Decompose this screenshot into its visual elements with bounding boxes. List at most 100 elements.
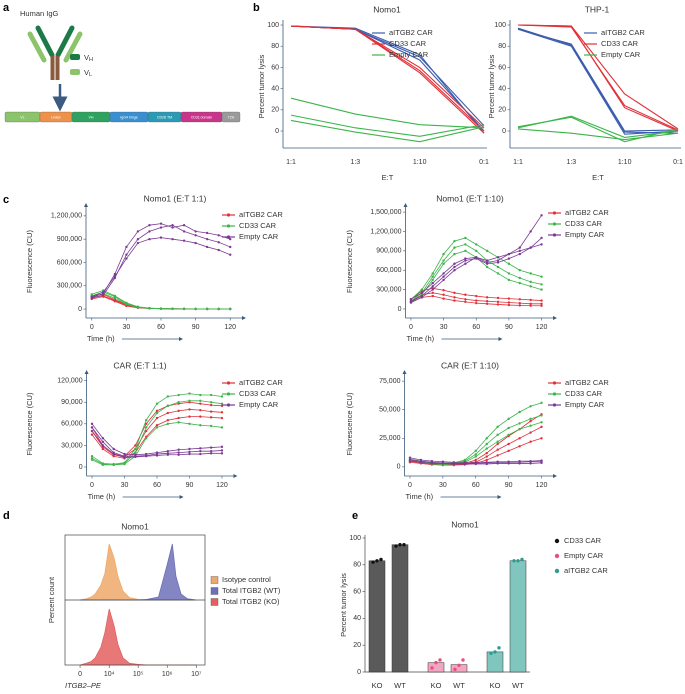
data-point	[199, 393, 202, 397]
data-point	[90, 455, 94, 458]
data-point	[148, 223, 151, 227]
data-point	[496, 272, 500, 275]
data-point	[474, 453, 477, 456]
x-tick-label: 90	[505, 482, 513, 489]
legend-marker	[552, 211, 557, 215]
x-tick-label: 0:1	[479, 159, 489, 166]
data-point	[220, 395, 224, 398]
data-point	[496, 265, 500, 269]
series-line	[410, 287, 542, 301]
data-point	[177, 421, 180, 424]
y-tick-label: 60	[353, 588, 361, 595]
data-point	[90, 426, 94, 429]
y-axis-title: Fluorescence (CU)	[25, 230, 34, 293]
data-point	[518, 269, 521, 272]
data-point	[166, 449, 170, 453]
data-point	[507, 303, 511, 307]
legend-swatch	[210, 587, 219, 595]
data-point	[507, 449, 510, 453]
y-tick-label: 80	[498, 43, 506, 50]
data-point	[420, 288, 424, 291]
y-tick-label: 0	[397, 464, 401, 471]
data-point	[229, 245, 232, 249]
data-point	[452, 462, 456, 466]
panel-label: c	[3, 194, 9, 206]
data-point	[188, 415, 191, 418]
legend-label: Empty CAR	[601, 50, 641, 59]
data-point	[112, 455, 115, 458]
data-point	[485, 249, 489, 253]
series-line	[290, 25, 485, 134]
y-tick-label: 80	[271, 43, 279, 50]
data-point	[474, 458, 477, 462]
replicate-dot	[371, 560, 375, 564]
data-point	[540, 421, 543, 424]
data-point	[431, 288, 434, 291]
data-point	[485, 265, 489, 269]
heavy-chain	[55, 25, 75, 58]
data-point	[90, 458, 94, 462]
data-point	[540, 236, 543, 240]
data-point	[123, 462, 126, 466]
data-point	[155, 416, 159, 420]
data-point	[485, 437, 488, 440]
data-point	[408, 459, 412, 463]
x-tick-label: 120	[224, 324, 236, 331]
data-point	[453, 252, 456, 256]
legend-marker	[554, 568, 560, 574]
data-point	[453, 299, 456, 302]
data-point	[144, 437, 148, 440]
data-point	[496, 462, 499, 465]
data-point	[101, 447, 105, 451]
legend-label: CD33 CAR	[564, 536, 602, 545]
data-point	[464, 259, 467, 262]
data-point	[431, 272, 434, 275]
data-point	[529, 280, 532, 284]
heavy-chain	[35, 25, 55, 58]
replicate-dot	[394, 544, 398, 548]
data-point	[177, 451, 180, 454]
x-axis-title: Time (h)	[87, 334, 115, 343]
data-point	[540, 414, 543, 417]
data-point	[171, 226, 174, 229]
data-point	[188, 452, 191, 456]
legend-swatch	[210, 576, 219, 584]
chart-title: Nomo1 (E:T 1:1)	[144, 193, 207, 203]
data-point	[496, 303, 500, 306]
data-point	[209, 401, 213, 404]
data-point	[155, 402, 159, 405]
data-point	[205, 231, 209, 235]
y-tick-label: 100	[494, 22, 506, 29]
data-point	[529, 417, 532, 421]
data-point	[496, 259, 500, 262]
y-tick-label: 30,000	[61, 442, 83, 449]
data-point	[408, 456, 412, 459]
data-point	[518, 445, 521, 448]
data-point	[496, 433, 499, 437]
data-point	[144, 422, 148, 426]
x-axis-title: E:T	[592, 173, 604, 182]
data-point	[540, 275, 543, 278]
data-point	[159, 222, 163, 225]
x-tick-label: 0	[78, 671, 82, 678]
y-tick-label: 600,000	[376, 267, 401, 274]
data-point	[496, 296, 500, 300]
x-tick-label: 0	[90, 324, 94, 331]
panel-label: e	[352, 510, 358, 522]
data-point	[177, 453, 180, 456]
data-point	[420, 291, 424, 295]
data-point	[101, 437, 105, 440]
y-tick-label: 900,000	[376, 248, 401, 255]
data-point	[474, 455, 477, 458]
data-point	[496, 454, 499, 457]
data-point	[529, 272, 532, 275]
data-point	[134, 444, 137, 447]
data-point	[182, 230, 186, 233]
legend-label: aITGB2 CAR	[565, 208, 609, 217]
construct-label: T2A	[228, 115, 235, 119]
data-point	[199, 399, 202, 402]
legend-label: Empty CAR	[239, 400, 279, 409]
legend-marker	[552, 392, 557, 396]
data-point	[220, 445, 224, 449]
data-point	[518, 422, 521, 425]
